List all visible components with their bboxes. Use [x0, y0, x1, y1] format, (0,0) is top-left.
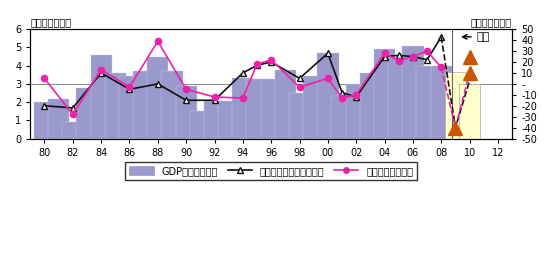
Bar: [105, 73, 126, 138]
Bar: [402, 46, 423, 138]
Bar: [190, 111, 211, 138]
Bar: [76, 88, 98, 138]
Bar: [34, 102, 55, 138]
Bar: [374, 49, 395, 138]
Legend: GDP成長率（左）, コモディティ指数（右）, メタル指数（右）: GDP成長率（左）, コモディティ指数（右）, メタル指数（右）: [125, 162, 417, 180]
Bar: [317, 53, 338, 138]
Bar: [147, 57, 168, 138]
Bar: [416, 66, 438, 138]
Bar: [459, 84, 480, 138]
Bar: [204, 101, 225, 138]
Text: （前年比、％）: （前年比、％）: [30, 17, 71, 27]
Text: 予測: 予測: [463, 32, 490, 42]
Bar: [246, 79, 268, 138]
Bar: [232, 78, 253, 138]
Bar: [62, 122, 83, 138]
Text: （前年比、％）: （前年比、％）: [471, 17, 512, 27]
Bar: [346, 84, 367, 138]
Bar: [275, 70, 296, 138]
Bar: [303, 76, 325, 138]
Bar: [91, 55, 112, 138]
Bar: [261, 79, 282, 138]
Bar: [48, 99, 69, 138]
Bar: [431, 66, 452, 138]
Bar: [218, 101, 240, 138]
Bar: [133, 71, 154, 138]
Bar: [176, 86, 197, 138]
Bar: [388, 58, 410, 138]
Bar: [445, 72, 466, 138]
Bar: [360, 73, 381, 138]
Bar: [161, 71, 183, 138]
Bar: [119, 76, 140, 138]
Bar: [289, 93, 310, 138]
Bar: [331, 96, 353, 138]
